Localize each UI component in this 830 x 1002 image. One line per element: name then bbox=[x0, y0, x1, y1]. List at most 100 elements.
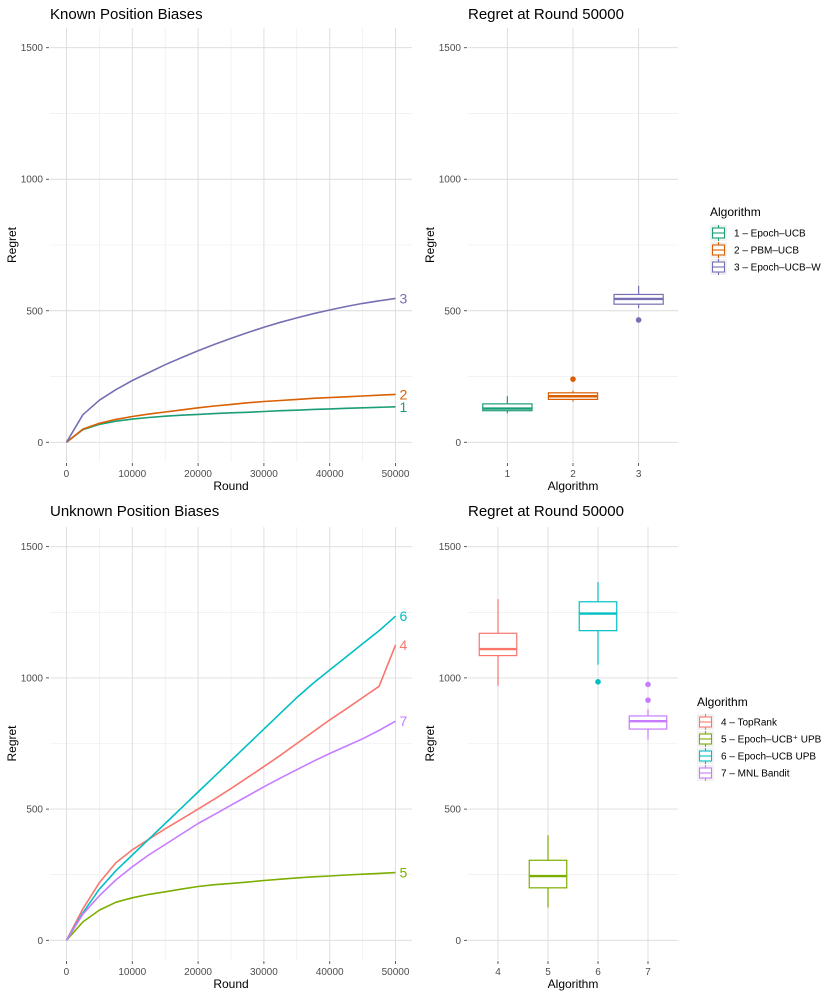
x-tick-label: 4 bbox=[495, 967, 501, 978]
x-axis-label: Round bbox=[213, 977, 248, 991]
series-end-label-5: 5 bbox=[400, 865, 408, 881]
chart-title: Unknown Position Biases bbox=[50, 503, 219, 520]
y-tick-label: 1500 bbox=[439, 43, 462, 54]
y-tick-label: 1500 bbox=[439, 542, 462, 553]
y-tick-label: 500 bbox=[444, 805, 461, 816]
x-tick-label: 2 bbox=[570, 469, 576, 480]
legend-label: 6 – Epoch–UCB UPB bbox=[721, 752, 816, 763]
series-end-label-3: 3 bbox=[400, 290, 408, 306]
x-tick-label: 0 bbox=[64, 469, 70, 480]
legend-entry: 2 – PBM–UCB bbox=[710, 242, 799, 258]
x-tick-label: 10000 bbox=[118, 967, 146, 978]
legend-entry: 7 – MNL Bandit bbox=[697, 765, 790, 781]
series-end-label-6: 6 bbox=[400, 608, 408, 624]
box-body bbox=[482, 403, 533, 412]
x-tick-label: 40000 bbox=[316, 967, 344, 978]
box-body bbox=[578, 601, 618, 632]
box-body bbox=[528, 859, 568, 889]
series-end-label-2: 2 bbox=[400, 386, 408, 402]
y-tick-label: 1000 bbox=[21, 673, 44, 684]
y-tick-label: 500 bbox=[26, 805, 43, 816]
panel-1: 0 500 1000 1500 0 10000 20000 30000 40000 50000 Kn… bbox=[5, 6, 412, 493]
box-3 bbox=[613, 285, 664, 323]
y-axis-label: Regret bbox=[5, 725, 19, 762]
chart-title: Regret at Round 50000 bbox=[468, 6, 624, 23]
series-line-7 bbox=[65, 720, 396, 941]
box-2 bbox=[547, 376, 599, 402]
box-body bbox=[628, 715, 668, 730]
series-line-5 bbox=[65, 871, 396, 941]
x-tick-label: 6 bbox=[595, 967, 601, 978]
legend-entry: 5 – Epoch–UCB⁺ UPB bbox=[697, 731, 822, 747]
box-7 bbox=[628, 681, 668, 740]
chart-title: Regret at Round 50000 bbox=[468, 503, 624, 520]
box-body bbox=[478, 632, 518, 657]
outlier-point bbox=[645, 681, 651, 688]
x-tick-label: 10000 bbox=[118, 469, 146, 480]
legend-label: 4 – TopRank bbox=[721, 718, 778, 729]
series-end-label-4: 4 bbox=[400, 637, 408, 653]
x-tick-label: 50000 bbox=[382, 469, 410, 480]
box-6 bbox=[578, 582, 618, 685]
legend-title: Algorithm bbox=[697, 695, 748, 709]
legend-label: 5 – Epoch–UCB⁺ UPB bbox=[721, 735, 822, 746]
panel-2: 0 500 1000 1500 1 2 3 Regret at Round 50000 Algo… bbox=[423, 6, 821, 493]
series-line-3 bbox=[65, 297, 396, 443]
box-4 bbox=[478, 599, 518, 686]
y-tick-label: 0 bbox=[455, 438, 461, 449]
x-tick-label: 30000 bbox=[250, 967, 278, 978]
y-tick-label: 1000 bbox=[21, 175, 44, 186]
legend-title: Algorithm bbox=[710, 205, 761, 219]
x-tick-label: 20000 bbox=[184, 967, 212, 978]
x-tick-label: 0 bbox=[64, 967, 70, 978]
legend: Algorithm 1 – Epoch–UCB 2 – PBM–UCB 3 – Epo… bbox=[710, 205, 821, 275]
outlier-point bbox=[635, 317, 642, 323]
x-tick-label: 40000 bbox=[316, 469, 344, 480]
legend: Algorithm 4 – TopRank 5 – Epoch–UCB⁺ UPB 6 … bbox=[697, 695, 822, 781]
panel-4: 0 500 1000 1500 4 5 6 7 Regret at Round 50000 Alg… bbox=[423, 503, 822, 991]
legend-entry: 3 – Epoch–UCB–W bbox=[710, 259, 821, 275]
series-line-4 bbox=[65, 644, 397, 941]
outlier-point bbox=[595, 679, 601, 685]
x-tick-label: 3 bbox=[636, 469, 642, 480]
legend-label: 2 – PBM–UCB bbox=[734, 246, 799, 257]
panel-3: 0 500 1000 1500 0 10000 20000 30000 40000 50000 Un… bbox=[5, 503, 412, 991]
legend-label: 1 – Epoch–UCB bbox=[734, 229, 806, 240]
chart-title: Known Position Biases bbox=[50, 6, 203, 23]
legend-label: 3 – Epoch–UCB–W bbox=[734, 263, 821, 274]
x-axis-label: Algorithm bbox=[548, 479, 599, 493]
series-end-label-7: 7 bbox=[400, 713, 408, 729]
series-line-1 bbox=[66, 406, 396, 443]
legend-entry: 4 – TopRank bbox=[697, 714, 778, 730]
outlier-point bbox=[645, 697, 651, 703]
y-tick-label: 1000 bbox=[439, 175, 462, 186]
legend-entry: 1 – Epoch–UCB bbox=[710, 225, 806, 241]
legend-label: 7 – MNL Bandit bbox=[721, 769, 790, 780]
y-axis-label: Regret bbox=[423, 725, 437, 762]
y-axis-label: Regret bbox=[423, 226, 437, 263]
y-tick-label: 0 bbox=[455, 936, 461, 947]
y-axis-label: Regret bbox=[5, 226, 19, 263]
x-axis-label: Round bbox=[213, 479, 248, 493]
outlier-point bbox=[570, 376, 576, 382]
x-tick-label: 7 bbox=[645, 967, 651, 978]
x-tick-label: 1 bbox=[505, 469, 511, 480]
series-line-2 bbox=[65, 393, 396, 443]
x-tick-label: 50000 bbox=[382, 967, 410, 978]
series-end-label-1: 1 bbox=[400, 399, 408, 415]
x-axis-label: Algorithm bbox=[548, 977, 599, 991]
series-line-6 bbox=[65, 615, 397, 941]
box-5 bbox=[528, 835, 568, 908]
y-tick-label: 0 bbox=[37, 438, 43, 449]
box-1 bbox=[482, 396, 533, 414]
x-tick-label: 20000 bbox=[184, 469, 212, 480]
y-tick-label: 1500 bbox=[21, 43, 44, 54]
y-tick-label: 500 bbox=[26, 306, 43, 317]
y-tick-label: 1500 bbox=[21, 542, 44, 553]
x-tick-label: 30000 bbox=[250, 469, 278, 480]
legend-entry: 6 – Epoch–UCB UPB bbox=[697, 748, 816, 764]
x-tick-label: 5 bbox=[545, 967, 551, 978]
y-tick-label: 1000 bbox=[439, 673, 462, 684]
